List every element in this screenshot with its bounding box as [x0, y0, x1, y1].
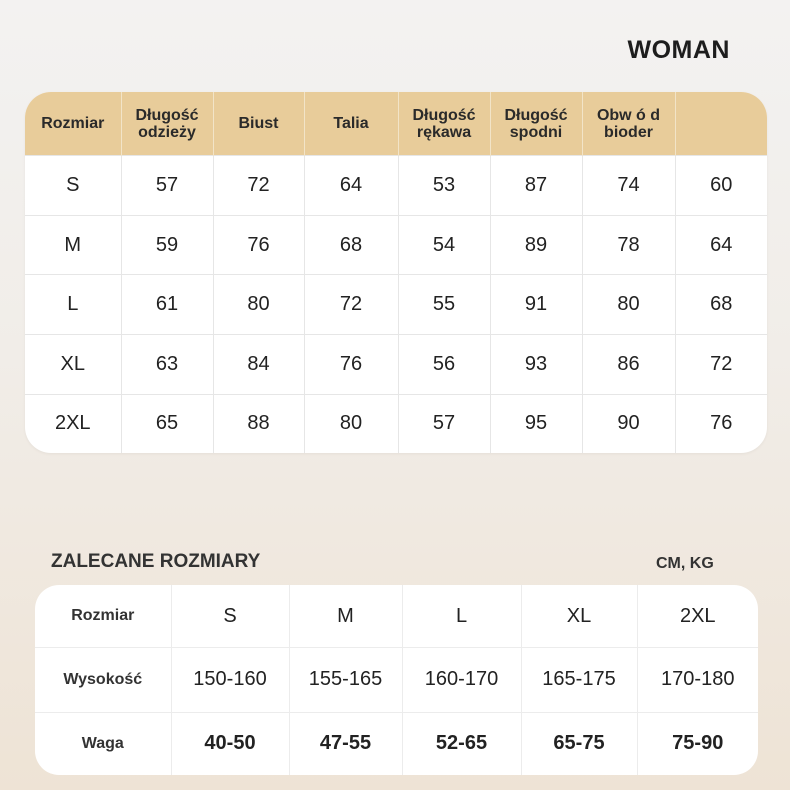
measurement-cell: 64 [675, 214, 767, 275]
measurement-cell: 76 [213, 214, 305, 275]
table-row: XL 63 84 76 56 93 86 72 [25, 334, 767, 395]
measurement-cell: 80 [213, 274, 305, 335]
measurement-cell: 55 [398, 274, 491, 335]
value-cell: 155-165 [289, 647, 403, 713]
measurement-cell: 72 [213, 155, 305, 216]
measurement-cell: 80 [304, 393, 399, 453]
measurement-cell: 78 [582, 214, 676, 275]
measurement-cell: 63 [121, 334, 214, 395]
table-row: L 61 80 72 55 91 80 68 [25, 274, 767, 335]
measurement-cell: 91 [490, 274, 583, 335]
value-cell: S [171, 585, 290, 648]
row-label: Wysokość [35, 647, 172, 713]
measurement-cell: 80 [582, 274, 676, 335]
column-header-line: Rozmiar [41, 115, 105, 132]
page-title: WOMAN [627, 36, 730, 64]
column-header: Obw ó d bioder [582, 92, 676, 156]
measurement-cell: 72 [304, 274, 399, 335]
value-cell: 75-90 [637, 711, 758, 775]
measurement-cell: 54 [398, 214, 491, 275]
column-header-line: odzieży [138, 123, 196, 141]
value-cell: 65-75 [521, 711, 638, 775]
measurement-cell: 53 [398, 155, 491, 216]
column-header: Długość rękawa [398, 92, 491, 156]
value-cell: M [289, 585, 403, 648]
measurement-cell: 68 [675, 274, 767, 335]
measurement-cell: 74 [582, 155, 676, 216]
size-cell: L [25, 274, 122, 335]
value-cell: 52-65 [402, 711, 522, 775]
measurement-cell: 59 [121, 214, 214, 275]
value-cell: 40-50 [171, 711, 290, 775]
measurement-cell: 64 [304, 155, 399, 216]
size-cell: 2XL [25, 393, 122, 453]
size-cell: S [25, 155, 122, 216]
measurement-cell: 72 [675, 334, 767, 395]
column-header-line: Długość [504, 106, 568, 124]
table-row: 2XL 65 88 80 57 95 90 76 [25, 393, 767, 453]
table-row: M 59 76 68 54 89 78 64 [25, 214, 767, 275]
column-header-line: Talia [333, 115, 369, 132]
table-row: S 57 72 64 53 87 74 60 [25, 155, 767, 216]
measurement-cell: 60 [675, 155, 767, 216]
measurement-cell: 89 [490, 214, 583, 275]
measurement-cell: 65 [121, 393, 214, 453]
size-cell: M [25, 214, 122, 275]
measurement-cell: 61 [121, 274, 214, 335]
size-cell: XL [25, 334, 122, 395]
measurement-cell: 57 [398, 393, 491, 453]
measurement-cell: 56 [398, 334, 491, 395]
column-header-line: Długość [412, 106, 476, 124]
column-header-line: Obw ó d [596, 106, 661, 124]
measurement-cell: 84 [213, 334, 305, 395]
column-header: Długość odzieży [121, 92, 214, 156]
column-header: Długość spodni [490, 92, 583, 156]
value-cell: 160-170 [402, 647, 522, 713]
measurement-cell: 76 [304, 334, 399, 395]
column-header [675, 92, 767, 156]
column-header-line: spodni [509, 123, 563, 141]
size-chart-table: Rozmiar Długość odzieży Biust Talia Długość rę… [25, 92, 767, 453]
table-row: Waga 40-50 47-55 52-65 65-75 75-90 [35, 711, 758, 775]
row-label: Waga [35, 711, 172, 775]
column-header: Talia [304, 92, 399, 156]
measurement-cell: 86 [582, 334, 676, 395]
units-label: CM, KG [656, 555, 714, 572]
recommended-sizes-title: ZALECANE ROZMIARY [51, 551, 261, 572]
column-header: Rozmiar [25, 92, 122, 156]
measurement-cell: 76 [675, 393, 767, 453]
column-header-line: Długość [135, 106, 199, 124]
value-cell: 170-180 [637, 647, 758, 713]
measurement-cell: 90 [582, 393, 676, 453]
table-row: Wysokość 150-160 155-165 160-170 165-175 170-… [35, 647, 758, 713]
column-header: Biust [213, 92, 305, 156]
value-cell: XL [521, 585, 638, 648]
measurement-cell: 93 [490, 334, 583, 395]
table-row: Rozmiar S M L XL 2XL [35, 585, 758, 648]
column-header-line: bioder [604, 123, 653, 141]
value-cell: 2XL [679, 604, 716, 627]
value-cell: 150-160 [171, 647, 290, 713]
column-header-line: Biust [238, 115, 279, 132]
measurement-cell: 68 [304, 214, 399, 275]
value-cell: 47-55 [289, 711, 403, 775]
measurement-cell: 95 [490, 393, 583, 453]
measurement-cell: 88 [213, 393, 305, 453]
row-label: Rozmiar [35, 585, 172, 648]
column-header-line: rękawa [416, 123, 472, 141]
value-cell: 165-175 [521, 647, 638, 713]
measurement-cell: 87 [490, 155, 583, 216]
recommended-sizes-table: Rozmiar S M L XL 2XL Wysokość 150-160 155-165 160… [35, 585, 758, 775]
measurement-cell: 57 [121, 155, 214, 216]
value-cell: L [402, 585, 522, 648]
